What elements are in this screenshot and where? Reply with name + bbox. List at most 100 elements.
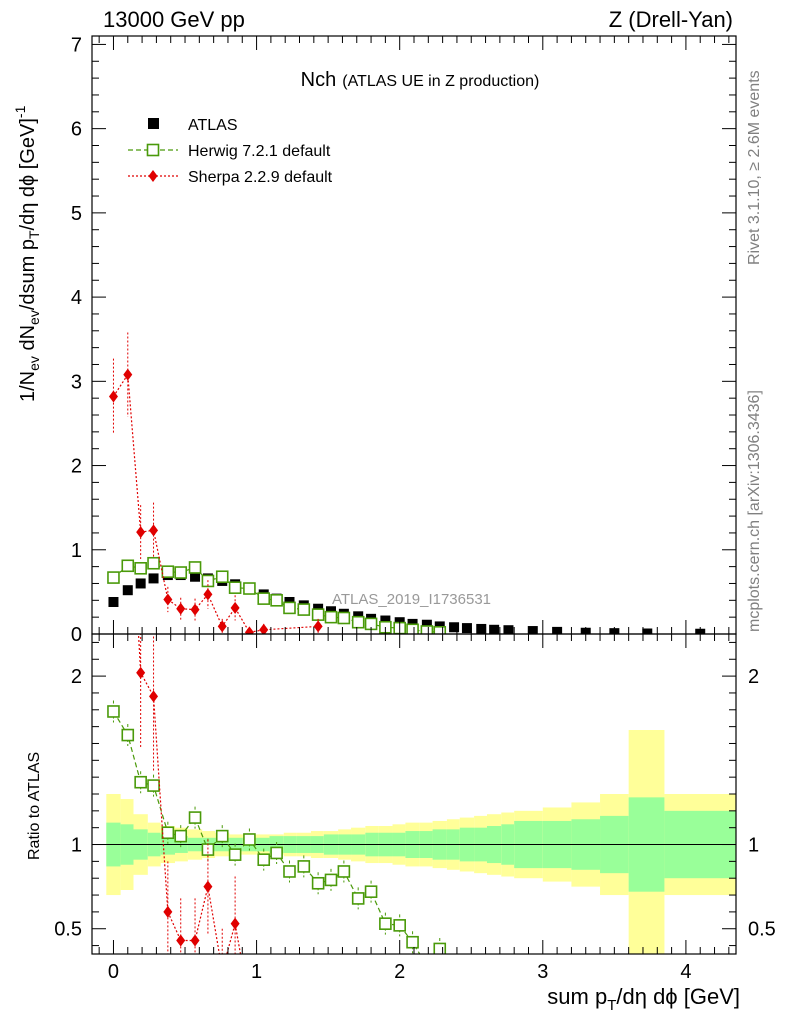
chart-title-line: Nch (ATLAS UE in Z production) [301,69,540,91]
herwig-ratio-point [406,935,419,949]
herwig-point [147,556,160,570]
atlas-point [461,623,472,634]
herwig-ratio-point [270,846,283,860]
sherpa-ratio-point [123,434,132,446]
herwig-point [188,561,202,574]
herwig-ratio-point [337,865,351,878]
x-tick-label: 3 [537,961,548,983]
herwig-point [243,582,256,595]
herwig-ratio-point [351,892,365,905]
ratio-y-tick-label-right: 0.5 [748,919,776,941]
sherpa-point [217,620,227,633]
atlas-point [135,578,146,589]
ratio-panel-series [107,434,447,1011]
sherpa-point [136,526,146,539]
herwig-ratio-point [161,826,175,840]
herwig-point [337,611,351,625]
top-y-tick-label: 6 [71,119,82,141]
sherpa-point [123,368,133,381]
legend-herwig-marker [146,143,160,157]
ratio-y-axis-label: Ratio to ATLAS [26,752,43,860]
sherpa-point [203,588,213,601]
sherpa-ratio-point [203,880,213,893]
herwig-point [311,608,325,621]
x-tick-label: 1 [251,961,262,983]
chart-title: Nch [301,69,337,91]
atlas-point [108,596,119,607]
atlas-point [421,619,432,630]
atlas-point [190,571,201,582]
herwig-point [351,615,365,629]
x-tick-label: 0 [108,961,119,983]
atlas-point [148,573,159,584]
top-y-tick-label: 3 [71,371,82,393]
sherpa-ratio-point [190,934,200,947]
herwig-ratio-point [188,811,202,824]
herwig-point [324,610,338,624]
sherpa-point [108,390,118,403]
sherpa-point [190,603,200,616]
chart-subtitle: (ATLAS UE in Z production) [342,73,539,90]
herwig-point [257,592,271,605]
herwig-point [215,570,229,584]
herwig-point [270,594,283,607]
herwig-point [134,562,147,575]
herwig-point [406,623,419,634]
top-y-axis-label: 1/Nev dNev/dsum pT/dη dϕ [GeV]-1 [12,105,42,402]
sherpa-ratio-point [176,934,186,947]
legend-label: Sherpa 2.2.9 default [188,169,333,186]
herwig-point [174,566,188,579]
sherpa-point [163,593,173,606]
herwig-point [121,559,135,573]
ratio-y-tick-label: 0.5 [54,919,82,941]
herwig-point [107,571,120,584]
legend: ATLAS Herwig 7.2.1 default Sherpa 2.2.9 de… [128,117,333,186]
atlas-point [476,623,487,634]
herwig-ratio-point [421,960,432,971]
herwig-point [228,581,242,594]
top-y-tick-label: 7 [71,34,82,56]
atlas-point [503,625,514,634]
herwig-ratio-point [297,860,311,873]
herwig-ratio-point [364,885,378,898]
herwig-ratio-point [433,942,447,954]
sherpa-ratio-point [163,905,173,918]
sherpa-ratio-point [245,999,254,1011]
herwig-ratio-point [379,917,392,930]
top-y-tick-label: 5 [71,203,82,225]
herwig-ratio-point [324,873,338,887]
top-y-tick-label: 2 [71,456,82,478]
sherpa-ratio-point [230,917,240,930]
herwig-ratio-point [311,876,325,890]
sherpa-point [244,626,254,634]
sherpa-ratio-line [137,634,242,954]
herwig-ratio-point [174,829,188,843]
ratio-y-tick-label: 1 [71,835,82,857]
sherpa-line [112,372,319,633]
herwig-ratio-point [228,848,242,861]
herwig-point [433,626,447,634]
herwig-point [297,603,311,616]
axes: 0 1 2 3 4 5 6 7 0.5 0.5 1 1 2 2 0 1 2 3 4 [54,34,776,983]
ratio-y-tick-label-right: 1 [748,835,759,857]
sherpa-ratio-point [218,965,227,977]
herwig-ratio-point [215,829,229,843]
top-y-tick-label: 0 [71,624,82,646]
atlas-point [642,628,653,634]
top-y-tick-label: 4 [71,287,82,309]
atlas-point [380,615,391,626]
atlas-point [489,624,500,634]
herwig-ratio-point [134,775,147,789]
herwig-point [283,601,296,615]
header-right: Z (Drell-Yan) [609,7,733,32]
top-y-tick-label: 1 [71,540,82,562]
atlas-point [527,626,538,634]
herwig-point [420,625,434,634]
legend-label: ATLAS [188,117,238,134]
atlas-point [122,585,133,596]
sherpa-ratio-point [149,690,159,703]
sherpa-point [230,601,240,614]
x-axis-label: sum pT/dη dϕ [GeV] [547,984,740,1014]
herwig-ratio-point [243,833,256,846]
